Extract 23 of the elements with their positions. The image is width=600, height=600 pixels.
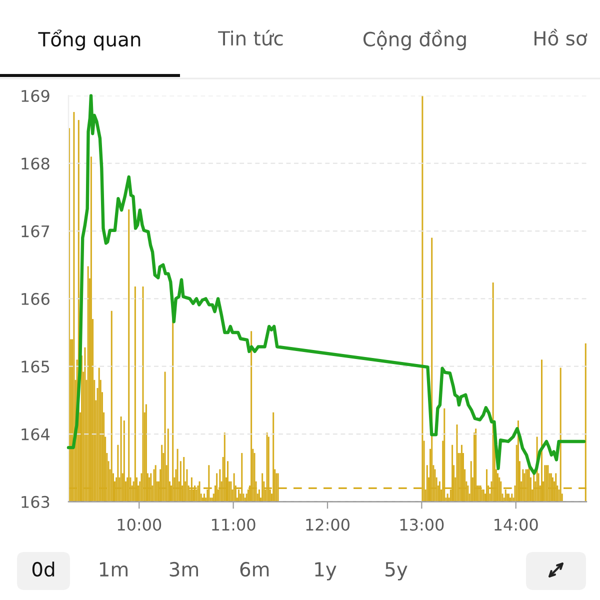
text: Tổng quan (38, 30, 140, 50)
text: Cộng đồng (363, 30, 466, 50)
text: 1m (100, 562, 128, 576)
x-tick-label: 12:00 (306, 518, 350, 531)
y-tick-label: 168 (22, 158, 50, 170)
text: Hồ sơ (534, 28, 588, 46)
text: 5y (386, 562, 408, 580)
y-tick-label: 167 (22, 225, 50, 238)
y-tick-label: 166 (22, 292, 50, 305)
text: 0d (32, 562, 54, 577)
text: 1y (315, 562, 336, 580)
y-tick-label: 164 (22, 428, 50, 440)
x-tick-label: 14:00 (494, 518, 538, 531)
x-tick-label: 11:00 (212, 518, 256, 531)
x-tick-label: 13:00 (400, 518, 444, 531)
x-tick-label: 10:00 (118, 518, 162, 531)
text: 6m (240, 562, 269, 577)
text: Tin tức (218, 30, 283, 46)
y-tick-label: 169 (22, 90, 50, 102)
text: 3m (170, 562, 198, 577)
y-tick-label: 165 (22, 360, 50, 373)
y-tick-label: 163 (22, 496, 50, 508)
line-series (66, 94, 586, 475)
